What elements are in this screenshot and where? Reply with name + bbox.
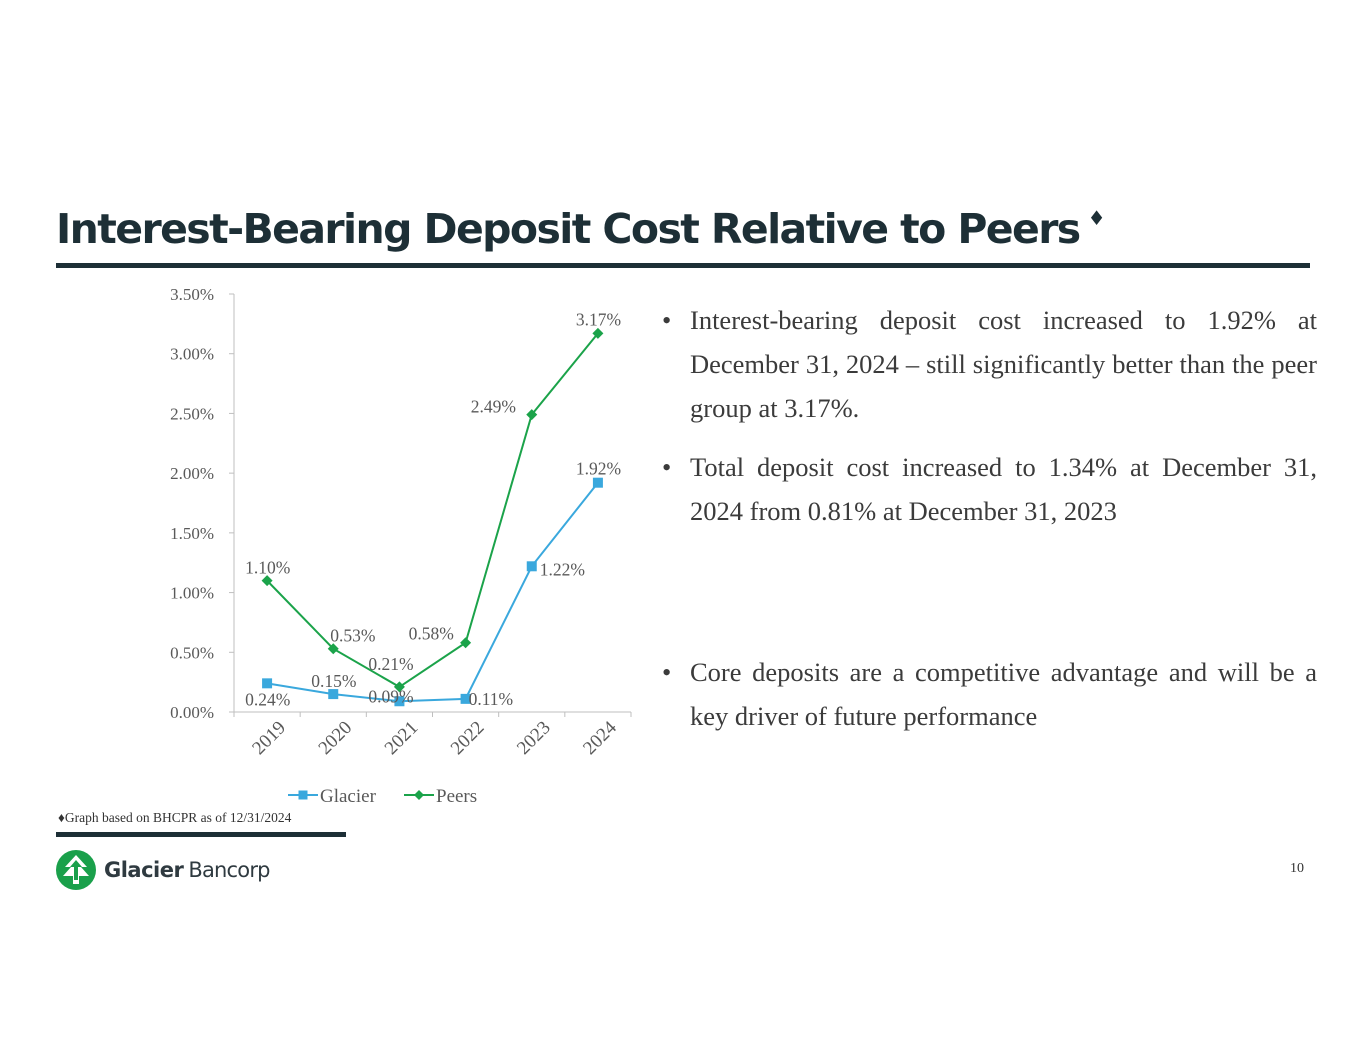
page-title: Interest-Bearing Deposit Cost Relative t… — [56, 205, 1106, 253]
x-tick-label: 2020 — [315, 717, 357, 759]
x-tick-label: 2022 — [447, 717, 489, 759]
footnote: ♦Graph based on BHCPR as of 12/31/2024 — [58, 810, 292, 825]
peers-point — [592, 327, 604, 339]
x-tick-label: 2023 — [513, 717, 555, 759]
glacier-data-label: 1.92% — [576, 459, 621, 479]
y-tick-label: 3.50% — [170, 285, 214, 304]
glacier-point — [592, 477, 603, 488]
y-tick-label: 0.50% — [170, 643, 214, 662]
x-tick-label: 2024 — [579, 717, 621, 759]
bullet-dot: • — [662, 657, 672, 687]
glacier-legend-marker — [298, 790, 308, 800]
logo-wordmark-bold: Glacier — [104, 858, 184, 882]
page-number: 10 — [1290, 861, 1304, 876]
glacier-point — [328, 689, 339, 700]
tree-logo-icon — [56, 850, 96, 890]
x-tick-label: 2021 — [381, 717, 423, 759]
bullet-dot: • — [662, 452, 672, 482]
y-tick-label: 0.00% — [170, 703, 214, 722]
glacier-legend-label: Glacier — [320, 786, 377, 807]
glacier-data-label: 0.24% — [245, 689, 290, 709]
peers-data-label: 3.17% — [576, 309, 621, 329]
deposit-cost-chart: 0.00% 0.50% 1.00% 1.50% 2.00% 2.50% 3.00% 3.50%… — [170, 285, 632, 807]
y-tick-label: 1.50% — [170, 524, 214, 543]
glacier-data-label: 1.22% — [540, 559, 585, 579]
peers-legend-label: Peers — [436, 786, 477, 807]
peers-data-label: 0.58% — [409, 624, 454, 644]
company-logo: Glacier Bancorp — [56, 850, 271, 890]
peers-point — [261, 575, 273, 587]
title-text: Interest-Bearing Deposit Cost Relative t… — [56, 205, 1081, 253]
peers-data-label: 0.21% — [368, 654, 413, 674]
bullet-item-3: • Core deposits are a competitive advant… — [662, 650, 1317, 738]
footer-rule — [56, 832, 346, 837]
peers-data-label: 2.49% — [471, 397, 516, 417]
peers-legend-marker — [414, 790, 424, 800]
glacier-data-label: 0.11% — [469, 689, 514, 709]
peers-point — [327, 643, 339, 655]
peers-data-label: 1.10% — [245, 558, 290, 578]
y-tick-label: 3.00% — [170, 345, 214, 364]
title-diamond-mark: ♦ — [1087, 206, 1106, 230]
glacier-point — [460, 693, 471, 704]
logo-wordmark-light: Bancorp — [188, 858, 270, 882]
peers-point — [393, 681, 405, 693]
peers-series-line — [266, 332, 599, 689]
y-tick-label: 2.50% — [170, 404, 214, 423]
bullet-text: Interest-bearing deposit cost increased … — [690, 305, 1317, 423]
peers-point — [460, 637, 472, 649]
bullet-text: Core deposits are a competitive advantag… — [690, 657, 1317, 731]
glacier-point — [526, 561, 537, 572]
glacier-series-line — [266, 482, 599, 703]
glacier-data-label: 0.09% — [368, 686, 413, 706]
bullet-text: Total deposit cost increased to 1.34% at… — [690, 452, 1317, 526]
title-underline — [56, 263, 1310, 268]
y-tick-label: 2.00% — [170, 464, 214, 483]
y-tick-label: 1.00% — [170, 584, 214, 603]
bullet-item-1: • Interest-bearing deposit cost increase… — [662, 298, 1317, 430]
bullet-item-2: • Total deposit cost increased to 1.34% … — [662, 445, 1317, 533]
x-tick-label: 2019 — [248, 717, 290, 759]
peers-data-label: 0.53% — [330, 626, 375, 646]
peers-point — [526, 409, 538, 421]
glacier-data-label: 0.15% — [311, 671, 356, 691]
glacier-point — [262, 678, 273, 689]
glacier-point — [394, 696, 405, 707]
bullet-dot: • — [662, 305, 672, 335]
